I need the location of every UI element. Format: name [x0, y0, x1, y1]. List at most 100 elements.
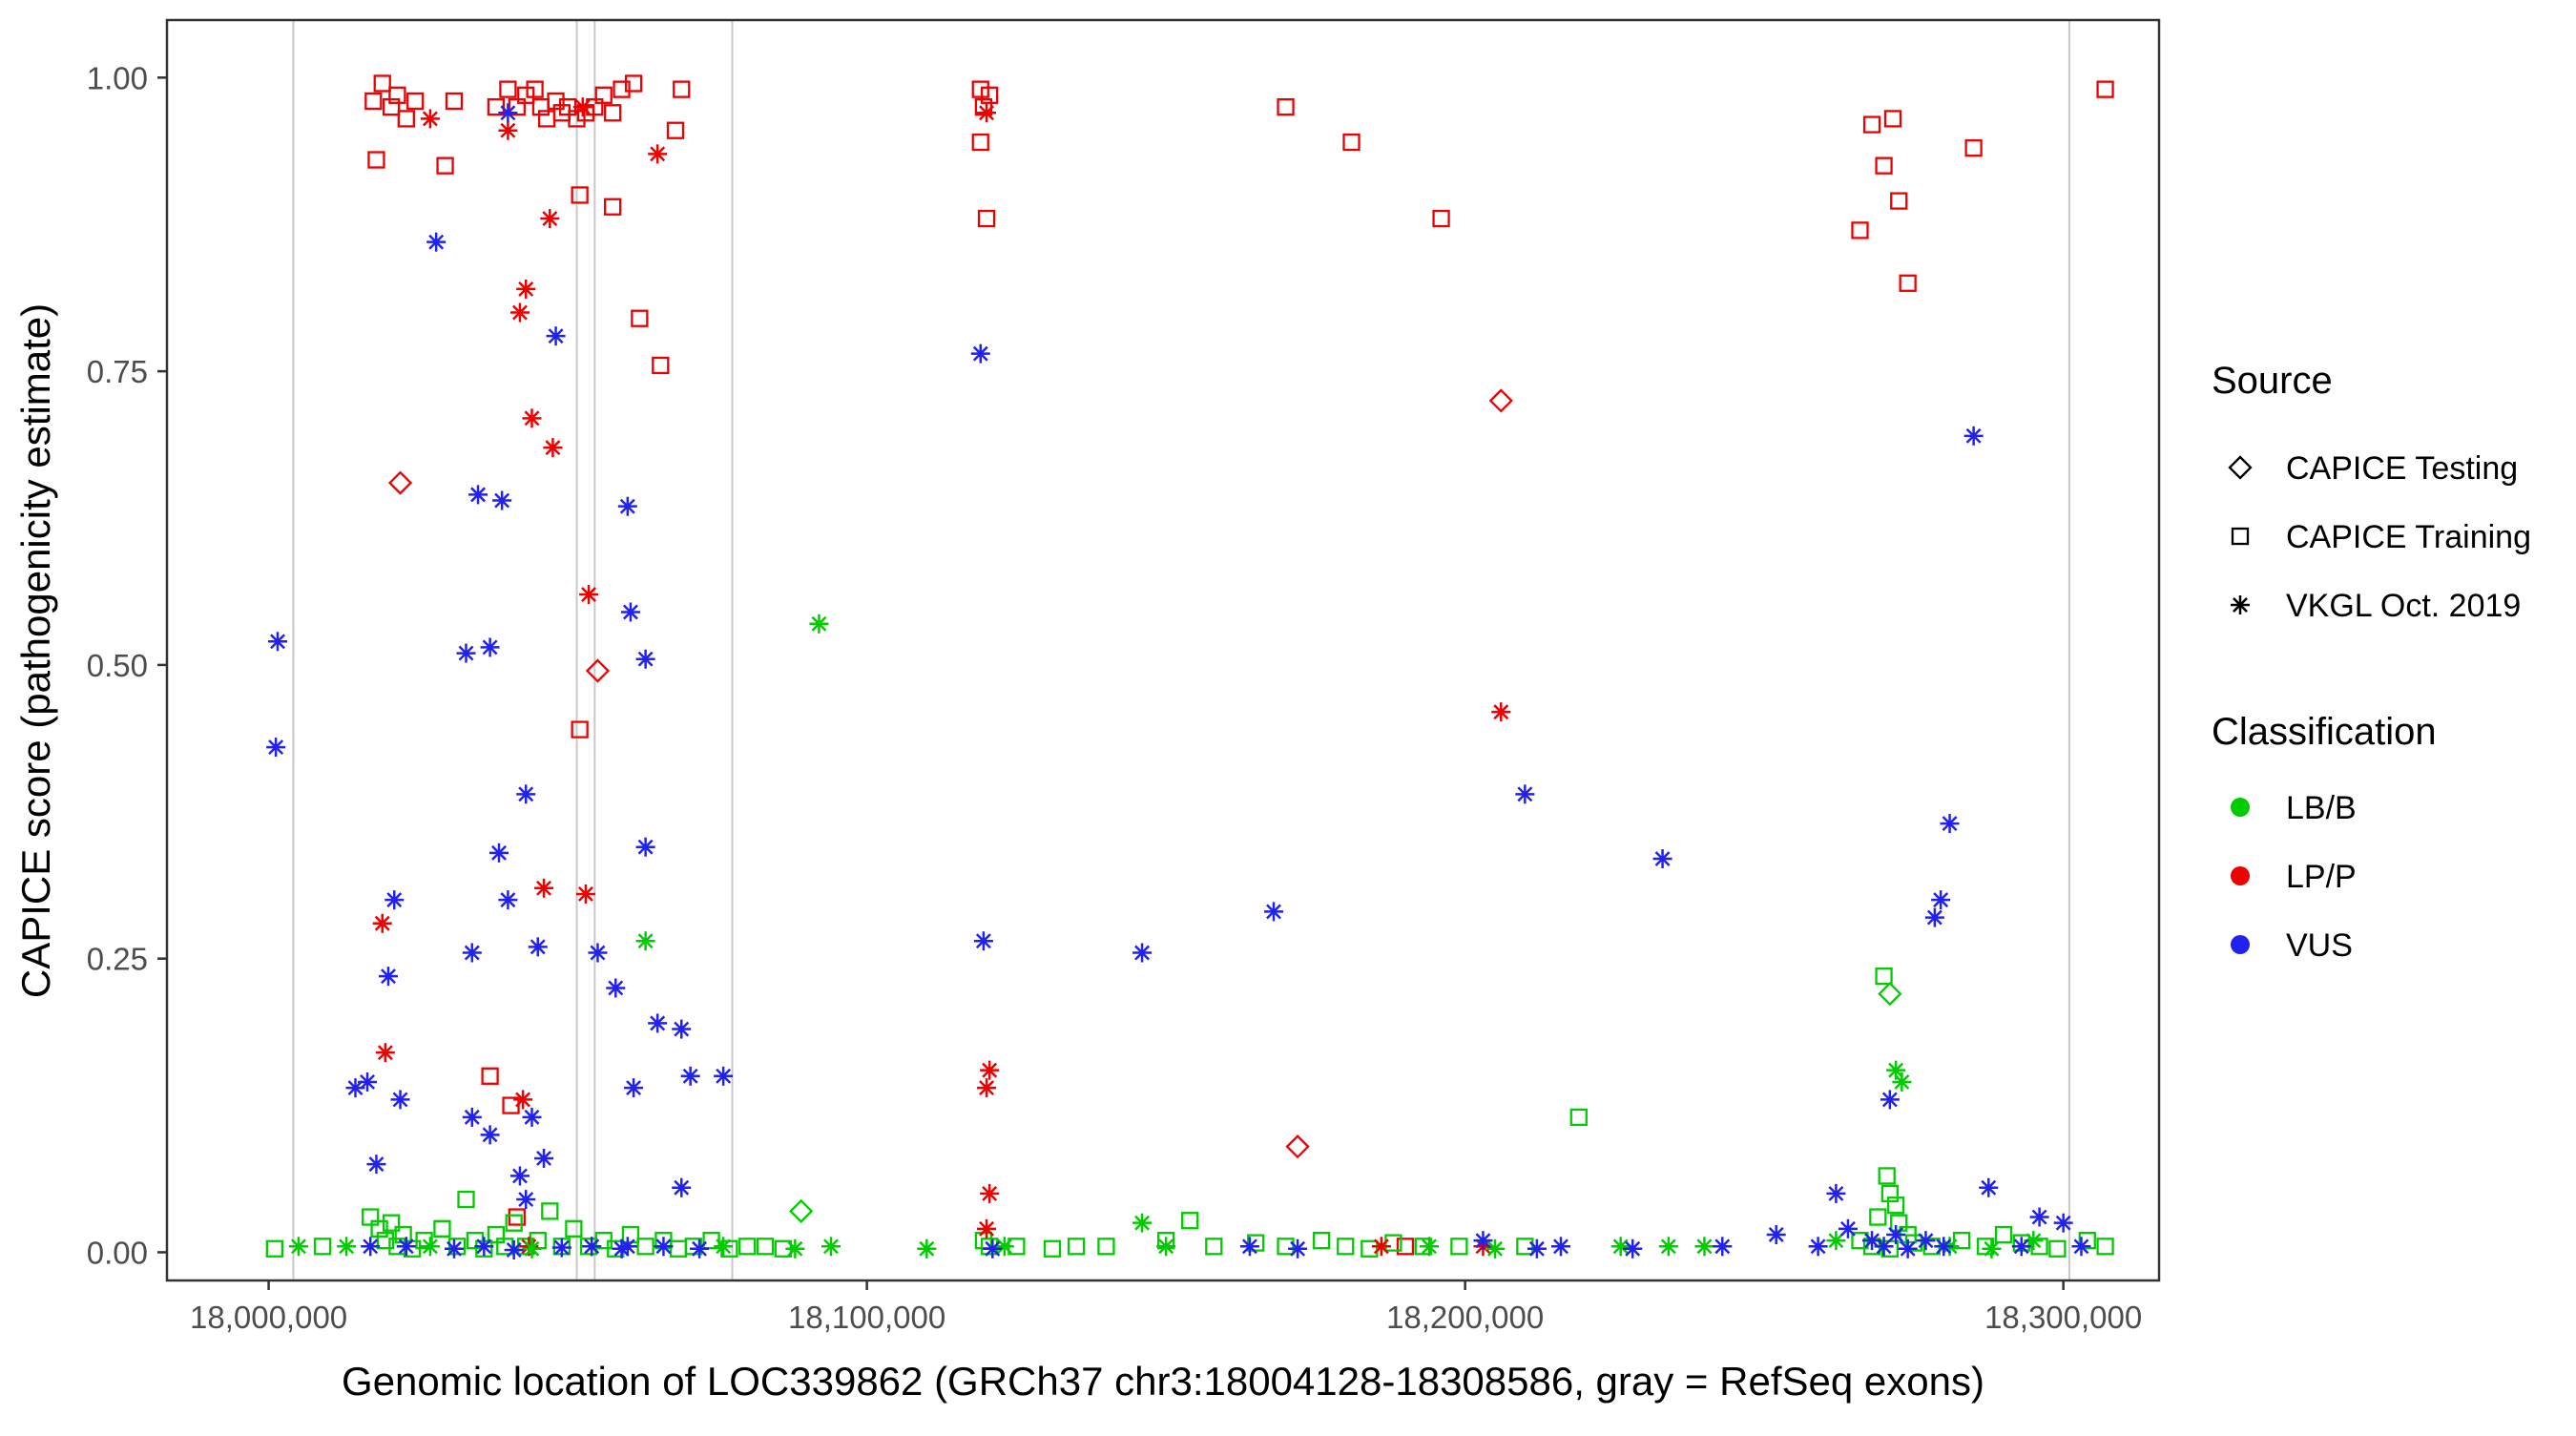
series-capice-training-lp-p — [364, 74, 2114, 1256]
data-point-square — [397, 110, 415, 128]
data-point-asterisk — [648, 1013, 668, 1033]
data-point-square — [669, 1239, 688, 1258]
data-point-asterisk — [288, 1237, 308, 1257]
data-point-square — [1899, 274, 1917, 292]
data-point-asterisk — [1916, 1231, 1936, 1251]
data-point-square — [517, 86, 535, 104]
data-point-square — [508, 97, 526, 116]
data-point-asterisk — [1156, 1237, 1176, 1257]
data-point-asterisk — [522, 1238, 542, 1259]
data-point-asterisk — [1892, 1072, 1912, 1092]
data-point-square — [508, 1208, 526, 1226]
data-point-asterisk — [337, 1237, 357, 1257]
data-point-asterisk — [522, 1107, 542, 1127]
data-point-asterisk — [268, 632, 287, 652]
series-capice-training-lb-b — [265, 967, 2114, 1258]
data-point-asterisk — [977, 103, 997, 123]
data-point-asterisk — [994, 1237, 1014, 1257]
data-point-square — [631, 309, 649, 327]
data-point-square — [1450, 1238, 1468, 1256]
data-point-square — [652, 356, 670, 375]
data-point-square — [1869, 1208, 1887, 1226]
data-point-asterisk — [372, 913, 392, 933]
data-point-asterisk — [513, 1090, 533, 1110]
data-point-asterisk — [516, 279, 536, 299]
data-point-square — [1904, 1234, 1923, 1252]
data-point-square — [603, 104, 622, 122]
data-point-square — [531, 97, 551, 116]
data-point-square — [738, 1238, 757, 1256]
data-point-asterisk — [528, 937, 548, 957]
legend-classification-item-label: LB/B — [2286, 790, 2357, 826]
data-point-asterisk — [1940, 814, 1960, 834]
data-point-square — [1890, 192, 1908, 210]
data-point-asterisk — [579, 585, 599, 605]
data-point-square — [756, 1238, 775, 1256]
data-point-square — [624, 74, 643, 93]
data-point-asterisk — [516, 1190, 536, 1210]
data-point-square — [373, 74, 391, 93]
data-point-asterisk — [1485, 1238, 1505, 1259]
data-point-asterisk — [1898, 1238, 1918, 1259]
series-capice-testing-lb-b — [789, 981, 1902, 1223]
data-point-square — [436, 156, 454, 175]
data-point-asterisk — [509, 1166, 530, 1186]
data-point-square — [505, 1214, 523, 1232]
data-point-asterisk — [973, 931, 993, 951]
data-point-square — [971, 133, 989, 152]
data-point-asterisk — [714, 1237, 734, 1257]
data-point-square — [1994, 1225, 2013, 1244]
data-point-asterisk — [1880, 1090, 1900, 1110]
data-point-asterisk — [1491, 702, 1511, 722]
data-point-asterisk — [522, 408, 542, 428]
data-point-asterisk — [468, 485, 488, 505]
data-point-asterisk — [546, 326, 566, 346]
series-capice-testing-lp-p — [387, 388, 1513, 1159]
data-point-square — [406, 92, 425, 111]
data-point-square — [415, 1231, 433, 1250]
data-point-square — [382, 1214, 401, 1232]
data-point-asterisk — [492, 490, 512, 510]
data-point-square — [547, 92, 565, 111]
data-point-asterisk — [620, 602, 640, 622]
data-point-square — [1181, 1212, 1199, 1230]
data-point-asterisk — [1550, 1237, 1570, 1257]
data-point-square — [1432, 209, 1450, 228]
data-point-asterisk — [509, 302, 530, 323]
data-point-square — [487, 1225, 506, 1244]
data-point-square — [362, 1208, 380, 1226]
data-point-square — [673, 80, 691, 98]
data-point-asterisk — [489, 843, 509, 863]
data-point-diamond — [585, 658, 611, 683]
data-point-square — [1342, 133, 1361, 152]
data-point-asterisk — [648, 144, 668, 164]
data-point-diamond — [2228, 455, 2253, 480]
y-axis-title: CAPICE score (pathogenicity estimate) — [13, 303, 58, 998]
data-point-square — [541, 1202, 559, 1220]
y-tick-label: 0.75 — [87, 354, 148, 389]
data-point-asterisk — [504, 1239, 524, 1259]
data-point-asterisk — [420, 109, 440, 129]
series-vkgl-oct-2019-lp-p — [372, 97, 1511, 1257]
data-point-asterisk — [1264, 902, 1283, 922]
data-point-asterisk — [1979, 1177, 1999, 1197]
data-point-asterisk — [624, 1078, 644, 1098]
data-point-asterisk — [1713, 1237, 1733, 1257]
data-point-asterisk — [516, 784, 536, 804]
data-point-asterisk — [606, 978, 626, 998]
data-point-asterisk — [582, 1237, 602, 1257]
data-point-diamond — [387, 470, 413, 495]
data-point-asterisk — [1239, 1237, 1259, 1257]
data-point-square — [382, 97, 401, 116]
legend-source-item-label: CAPICE Testing — [2286, 450, 2518, 487]
data-point-square — [1277, 1238, 1295, 1256]
x-tick-label: 18,100,000 — [788, 1300, 945, 1335]
data-point-asterisk — [1132, 943, 1153, 963]
data-point-square — [1875, 156, 1893, 175]
data-point-square — [568, 110, 586, 128]
data-point-square — [1851, 221, 1869, 239]
data-point-asterisk — [462, 1107, 482, 1127]
data-point-square — [2096, 1238, 2114, 1256]
data-point-square — [565, 1219, 583, 1238]
data-point-asterisk — [1288, 1238, 1308, 1259]
